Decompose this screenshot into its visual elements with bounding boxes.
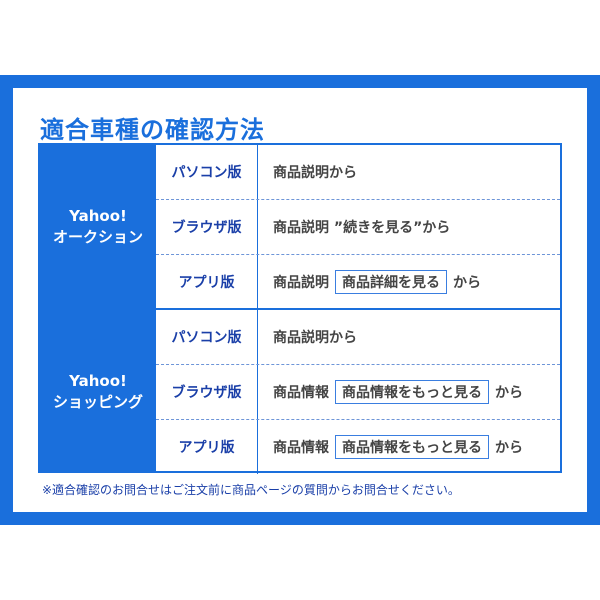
footnote: ※適合確認のお問合せはご注文前に商品ページの質問からお問合せください。 xyxy=(42,483,460,497)
platform-label: ブラウザ版 xyxy=(156,200,258,254)
instruction: 商品説明から xyxy=(273,145,357,199)
group-yahoo-shopping: Yahoo! ショッピング パソコン版 商品説明から ブラウザ版 商品情報 商品… xyxy=(40,308,560,474)
button-label-box: 商品情報をもっと見る xyxy=(335,380,489,404)
table-row: パソコン版 商品説明から xyxy=(156,310,560,364)
instruction-text: 商品説明から xyxy=(273,165,357,181)
platform-label: アプリ版 xyxy=(156,255,258,309)
instruction-suffix: から xyxy=(495,385,523,401)
instruction: 商品説明から xyxy=(273,310,357,364)
table-row: アプリ版 商品説明 商品詳細を見る から xyxy=(156,254,560,309)
platform-label: アプリ版 xyxy=(156,420,258,474)
group-label-line2: ショッピング xyxy=(52,392,143,411)
button-label-box: 商品情報をもっと見る xyxy=(335,435,489,459)
group-label-line1: Yahoo! xyxy=(69,206,127,225)
instruction-text: 商品情報 xyxy=(273,385,329,401)
table-row: ブラウザ版 商品情報 商品情報をもっと見る から xyxy=(156,364,560,419)
group-label-line2: オークション xyxy=(52,227,143,246)
instruction: 商品情報 商品情報をもっと見る から xyxy=(273,420,523,474)
group-label: Yahoo! オークション xyxy=(40,145,156,308)
platform-label: ブラウザ版 xyxy=(156,365,258,419)
group-label: Yahoo! ショッピング xyxy=(40,310,156,473)
instruction: 商品説明 商品詳細を見る から xyxy=(273,255,481,309)
instruction-text: 商品説明から xyxy=(273,330,357,346)
platform-label: パソコン版 xyxy=(156,145,258,199)
instruction: 商品説明 ”続きを見る”から xyxy=(273,200,450,254)
button-label-box: 商品詳細を見る xyxy=(335,270,447,294)
instruction-suffix: から xyxy=(495,440,523,456)
instruction-text: 商品説明 ”続きを見る”から xyxy=(273,220,451,236)
instruction: 商品情報 商品情報をもっと見る から xyxy=(273,365,523,419)
table-row: アプリ版 商品情報 商品情報をもっと見る から xyxy=(156,419,560,474)
table-row: ブラウザ版 商品説明 ”続きを見る”から xyxy=(156,199,560,254)
table-row: パソコン版 商品説明から xyxy=(156,145,560,199)
instruction-text: 商品情報 xyxy=(273,440,329,456)
instruction-text: 商品説明 xyxy=(273,275,329,291)
group-yahoo-auction: Yahoo! オークション パソコン版 商品説明から ブラウザ版 商品説明 ”続… xyxy=(40,145,560,309)
instruction-suffix: から xyxy=(453,275,481,291)
platform-label: パソコン版 xyxy=(156,310,258,364)
group-label-line1: Yahoo! xyxy=(69,371,127,390)
compatibility-table: Yahoo! オークション パソコン版 商品説明から ブラウザ版 商品説明 ”続… xyxy=(38,143,562,474)
page-title: 適合車種の確認方法 xyxy=(40,116,265,144)
